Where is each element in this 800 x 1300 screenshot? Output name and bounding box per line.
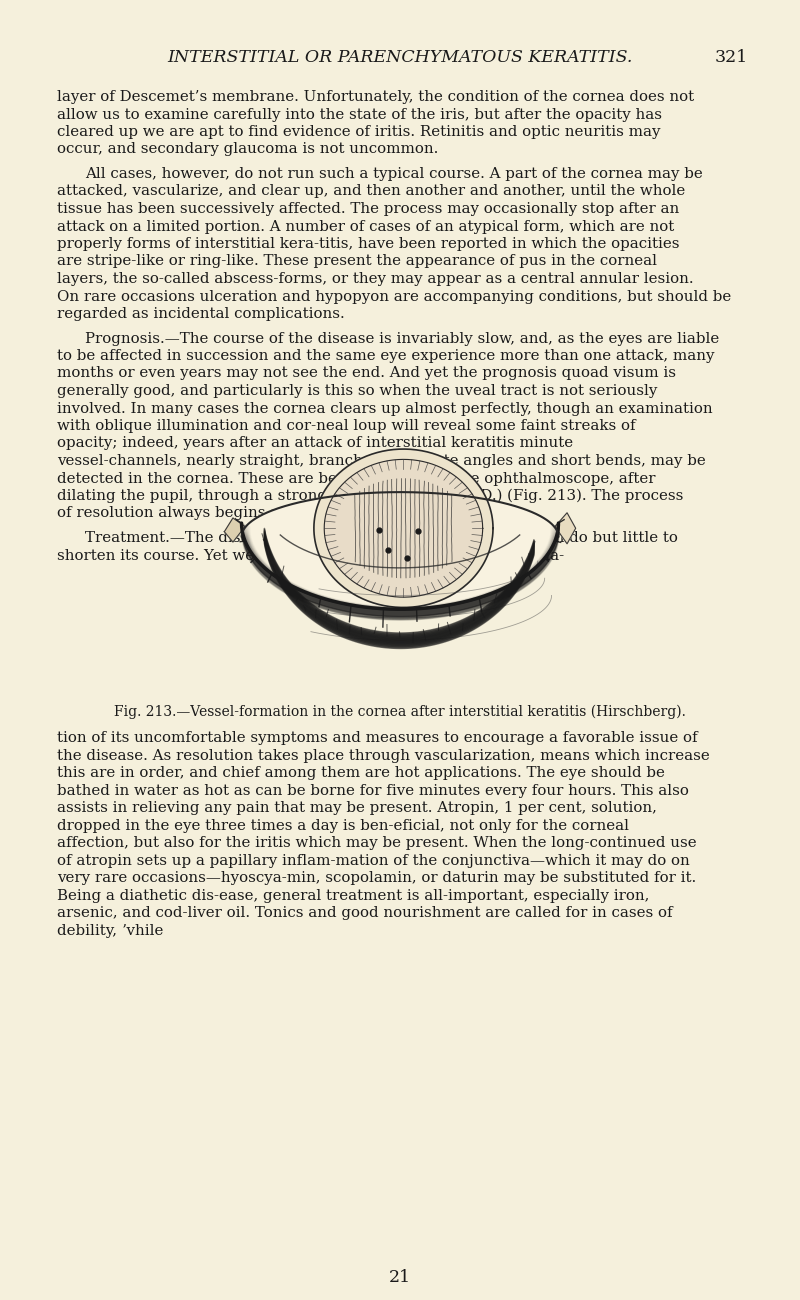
- Text: On rare occasions ulceration and hypopyon are accompanying conditions, but shoul: On rare occasions ulceration and hypopyo…: [57, 290, 731, 303]
- Text: shorten its course. Yet we are not without resource for the allevia-: shorten its course. Yet we are not witho…: [57, 549, 564, 563]
- Text: very rare occasions—hyoscya-min, scopolamin, or daturin may be substituted for i: very rare occasions—hyoscya-min, scopola…: [57, 871, 696, 885]
- Text: with oblique illumination and cor-neal loup will reveal some faint streaks of: with oblique illumination and cor-neal l…: [57, 419, 636, 433]
- Text: INTERSTITIAL OR PARENCHYMATOUS KERATITIS.: INTERSTITIAL OR PARENCHYMATOUS KERATITIS…: [167, 48, 633, 65]
- Text: attacked, vascularize, and clear up, and then another and another, until the who: attacked, vascularize, and clear up, and…: [57, 185, 686, 199]
- Text: regarded as incidental complications.: regarded as incidental complications.: [57, 307, 345, 321]
- Text: tion of its uncomfortable symptoms and measures to encourage a favorable issue o: tion of its uncomfortable symptoms and m…: [57, 731, 698, 745]
- Text: dropped in the eye three times a day is ben-eficial, not only for the corneal: dropped in the eye three times a day is …: [57, 819, 629, 833]
- Text: vessel-channels, nearly straight, branch-ing at acute angles and short bends, ma: vessel-channels, nearly straight, branch…: [57, 454, 706, 468]
- Text: Being a diathetic dis-ease, general treatment is all-important, especially iron,: Being a diathetic dis-ease, general trea…: [57, 889, 650, 902]
- Text: months or even years may not see the end. And yet the prognosis quoad visum is: months or even years may not see the end…: [57, 367, 676, 381]
- Polygon shape: [555, 512, 576, 543]
- Text: tissue has been successively affected. The process may occasionally stop after a: tissue has been successively affected. T…: [57, 202, 679, 216]
- Polygon shape: [224, 517, 245, 542]
- Text: assists in relieving any pain that may be present. Atropin, 1 per cent, solution: assists in relieving any pain that may b…: [57, 801, 657, 815]
- Text: opacity; indeed, years after an attack of interstitial keratitis minute: opacity; indeed, years after an attack o…: [57, 437, 573, 451]
- Text: layer of Descemet’s membrane. Unfortunately, the condition of the cornea does no: layer of Descemet’s membrane. Unfortunat…: [57, 90, 694, 104]
- Text: properly forms of interstitial kera-titis, have been reported in which the opaci: properly forms of interstitial kera-titi…: [57, 237, 679, 251]
- Text: of resolution always begins at the periphery of the cornea.: of resolution always begins at the perip…: [57, 507, 505, 520]
- Text: Treatment.—The disease is essentially self-limited, and we can do but little to: Treatment.—The disease is essentially se…: [85, 530, 678, 545]
- Text: are stripe-like or ring-like. These present the appearance of pus in the corneal: are stripe-like or ring-like. These pres…: [57, 255, 657, 269]
- Text: allow us to examine carefully into the state of the iris, but after the opacity : allow us to examine carefully into the s…: [57, 108, 662, 121]
- Text: All cases, however, do not run such a typical course. A part of the cornea may b: All cases, however, do not run such a ty…: [85, 166, 702, 181]
- Text: occur, and secondary glaucoma is not uncommon.: occur, and secondary glaucoma is not unc…: [57, 143, 438, 156]
- Text: bathed in water as hot as can be borne for five minutes every four hours. This a: bathed in water as hot as can be borne f…: [57, 784, 689, 798]
- Polygon shape: [242, 493, 558, 610]
- Polygon shape: [314, 448, 493, 607]
- Polygon shape: [324, 459, 482, 597]
- Text: dilating the pupil, through a strong convex glass (+ 16 D.) (Fig. 213). The proc: dilating the pupil, through a strong con…: [57, 489, 683, 503]
- Text: detected in the cornea. These are best studied with the ophthalmoscope, after: detected in the cornea. These are best s…: [57, 472, 655, 485]
- Text: 321: 321: [714, 48, 748, 65]
- Text: 21: 21: [389, 1270, 411, 1287]
- Text: debility, ʼvhile: debility, ʼvhile: [57, 924, 163, 937]
- Text: Fig. 213.—Vessel-formation in the cornea after interstitial keratitis (Hirschber: Fig. 213.—Vessel-formation in the cornea…: [114, 705, 686, 719]
- Text: cleared up we are apt to find evidence of iritis. Retinitis and optic neuritis m: cleared up we are apt to find evidence o…: [57, 125, 661, 139]
- Text: generally good, and particularly is this so when the uveal tract is not seriousl: generally good, and particularly is this…: [57, 384, 658, 398]
- Text: the disease. As resolution takes place through vascularization, means which incr: the disease. As resolution takes place t…: [57, 749, 710, 763]
- Text: attack on a limited portion. A number of cases of an atypical form, which are no: attack on a limited portion. A number of…: [57, 220, 674, 234]
- Text: affection, but also for the iritis which may be present. When the long-continued: affection, but also for the iritis which…: [57, 836, 697, 850]
- Text: this are in order, and chief among them are hot applications. The eye should be: this are in order, and chief among them …: [57, 766, 665, 780]
- Text: Prognosis.—The course of the disease is invariably slow, and, as the eyes are li: Prognosis.—The course of the disease is …: [85, 332, 719, 346]
- Text: involved. In many cases the cornea clears up almost perfectly, though an examina: involved. In many cases the cornea clear…: [57, 402, 713, 416]
- Text: of atropin sets up a papillary inflam-mation of the conjunctiva—which it may do : of atropin sets up a papillary inflam-ma…: [57, 854, 690, 868]
- Text: to be affected in succession and the same eye experience more than one attack, m: to be affected in succession and the sam…: [57, 348, 714, 363]
- Text: arsenic, and cod-liver oil. Tonics and good nourishment are called for in cases : arsenic, and cod-liver oil. Tonics and g…: [57, 906, 673, 920]
- Text: layers, the so-called abscess-forms, or they may appear as a central annular les: layers, the so-called abscess-forms, or …: [57, 272, 694, 286]
